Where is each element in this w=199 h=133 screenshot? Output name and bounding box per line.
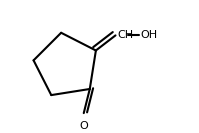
Text: O: O — [79, 121, 88, 131]
Text: CH: CH — [117, 30, 133, 40]
Text: OH: OH — [140, 30, 157, 40]
